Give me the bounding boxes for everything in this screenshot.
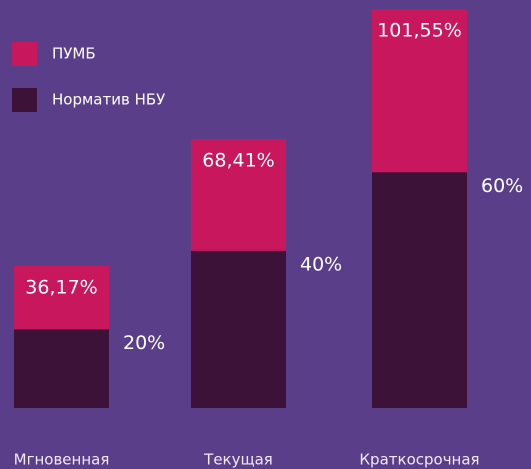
- value-label: 40%: [300, 253, 342, 275]
- value-label: 60%: [481, 175, 523, 197]
- value-label: 68,41%: [202, 150, 274, 172]
- x-tick-label: Краткосрочная: [359, 451, 479, 469]
- value-label: 36,17%: [25, 276, 97, 298]
- legend-label: Норматив НБУ: [52, 91, 165, 109]
- legend-swatch: [12, 42, 37, 66]
- x-tick-label: Мгновенная: [14, 451, 110, 469]
- x-tick-label: Текущая: [203, 451, 273, 469]
- value-label: 20%: [123, 332, 165, 354]
- bar: [14, 329, 109, 408]
- bar: [372, 172, 467, 408]
- legend-label: ПУМБ: [52, 45, 96, 63]
- bar: [191, 250, 286, 408]
- legend-swatch: [12, 88, 37, 112]
- value-label: 101,55%: [377, 20, 462, 42]
